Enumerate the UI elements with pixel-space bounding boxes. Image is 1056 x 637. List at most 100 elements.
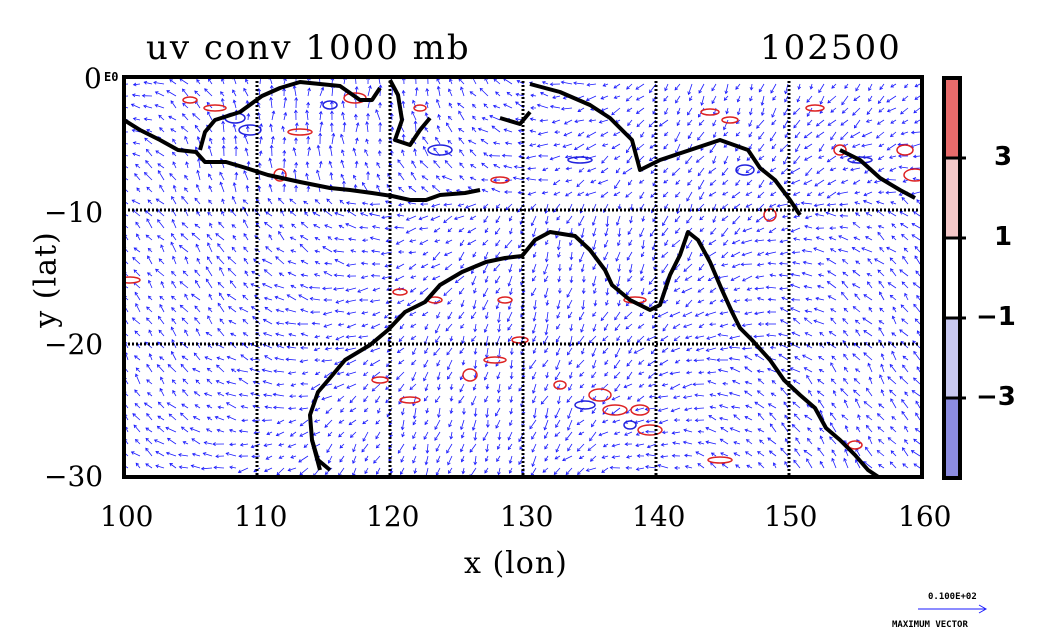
wind-vector-head (410, 336, 415, 340)
wind-vector (625, 191, 633, 198)
wind-vector (448, 103, 453, 109)
wind-vector (347, 311, 357, 315)
wind-vector (697, 463, 705, 469)
wind-vector-head (291, 223, 295, 228)
wind-vector (278, 197, 285, 205)
wind-vector (474, 431, 477, 441)
wind-vector-head (867, 362, 871, 367)
wind-vector (445, 323, 453, 332)
wind-vector-head (719, 298, 724, 303)
wind-vector-head (319, 121, 324, 125)
wind-vector-head (601, 160, 605, 164)
wind-vector (863, 200, 873, 205)
wind-vector (205, 332, 213, 337)
wind-vector-head (381, 276, 386, 280)
wind-vector (315, 199, 321, 205)
wind-vector-head (719, 323, 724, 328)
wind-vector (153, 82, 165, 85)
wind-vector (598, 179, 609, 184)
wind-vector-head (181, 222, 186, 226)
wind-vector-head (472, 253, 476, 258)
wind-vector-head (529, 365, 533, 370)
wind-vector (576, 419, 585, 425)
wind-vector-head (866, 225, 871, 230)
wind-vector (662, 431, 669, 433)
wind-vector-head (819, 460, 824, 465)
wind-vector (228, 320, 237, 325)
wind-vector-head (276, 471, 280, 476)
wind-vector (839, 203, 849, 206)
wind-vector-head (756, 262, 761, 267)
wind-vector (184, 136, 189, 145)
wind-vector (671, 347, 681, 352)
wind-vector-head (485, 315, 489, 320)
wind-vector (545, 323, 549, 335)
wind-vector-head (425, 101, 429, 105)
wind-vector (723, 131, 729, 136)
wind-vector (306, 161, 309, 169)
wind-vector (554, 143, 561, 146)
wind-vector (495, 419, 501, 429)
wind-vector (411, 335, 417, 340)
wind-vector (780, 143, 789, 152)
wind-vector-head (694, 335, 699, 340)
wind-vector-head (358, 335, 362, 339)
wind-vector (201, 467, 213, 470)
wind-vector-head (661, 254, 665, 258)
wind-vector (567, 407, 573, 419)
wind-vector (843, 330, 849, 337)
wind-vector-head (748, 123, 752, 127)
wind-vector-head (651, 134, 655, 138)
wind-vector-head (469, 149, 474, 153)
wind-vector-head (861, 133, 866, 138)
wind-vector (660, 455, 669, 458)
wind-vector (641, 287, 645, 296)
wind-vector-head (629, 219, 633, 224)
wind-vector (624, 311, 633, 320)
wind-vector-head (370, 273, 375, 278)
wind-vector-head (901, 233, 905, 238)
wind-vector-head (625, 302, 630, 307)
wind-vector-head (495, 424, 499, 429)
wind-vector-head (780, 227, 785, 232)
wind-vector-head (299, 471, 303, 476)
wind-vector-head (190, 293, 195, 298)
wind-vector (532, 275, 537, 282)
wind-vector-head (517, 129, 522, 133)
wind-vector (757, 413, 765, 421)
wind-vector (890, 461, 897, 469)
wind-vector-head (483, 219, 487, 223)
wind-vector-head (300, 345, 304, 350)
wind-vector (605, 299, 609, 306)
wind-vector (243, 332, 249, 337)
wind-vector (370, 237, 381, 241)
wind-vector-head (435, 399, 439, 403)
wind-vector (132, 317, 141, 325)
wind-vector (731, 191, 741, 199)
wind-vector-head (813, 319, 818, 324)
wind-vector-head (508, 217, 513, 222)
wind-vector-head (768, 229, 773, 234)
wind-vector (628, 239, 633, 246)
wind-vector (830, 422, 837, 433)
wind-vector-head (685, 370, 690, 375)
wind-vector-head (733, 287, 738, 291)
wind-vector-head (389, 149, 394, 154)
wind-vector (565, 179, 573, 182)
wind-vector-head (527, 166, 531, 171)
wind-vector-head (253, 468, 257, 473)
wind-vector (886, 191, 897, 194)
wind-vector (169, 463, 177, 469)
wind-vector-head (480, 138, 485, 143)
wind-vector-head (818, 369, 823, 373)
wind-vector (710, 227, 717, 235)
wind-vector-head (274, 356, 279, 361)
positive-contour (483, 356, 507, 364)
wind-vector (215, 233, 225, 241)
wind-vector-head (757, 252, 761, 256)
wind-vector-head (802, 260, 807, 265)
wind-vector-head (806, 437, 811, 442)
wind-vector (509, 215, 513, 221)
wind-vector (746, 191, 753, 196)
wind-vector-head (794, 448, 798, 452)
